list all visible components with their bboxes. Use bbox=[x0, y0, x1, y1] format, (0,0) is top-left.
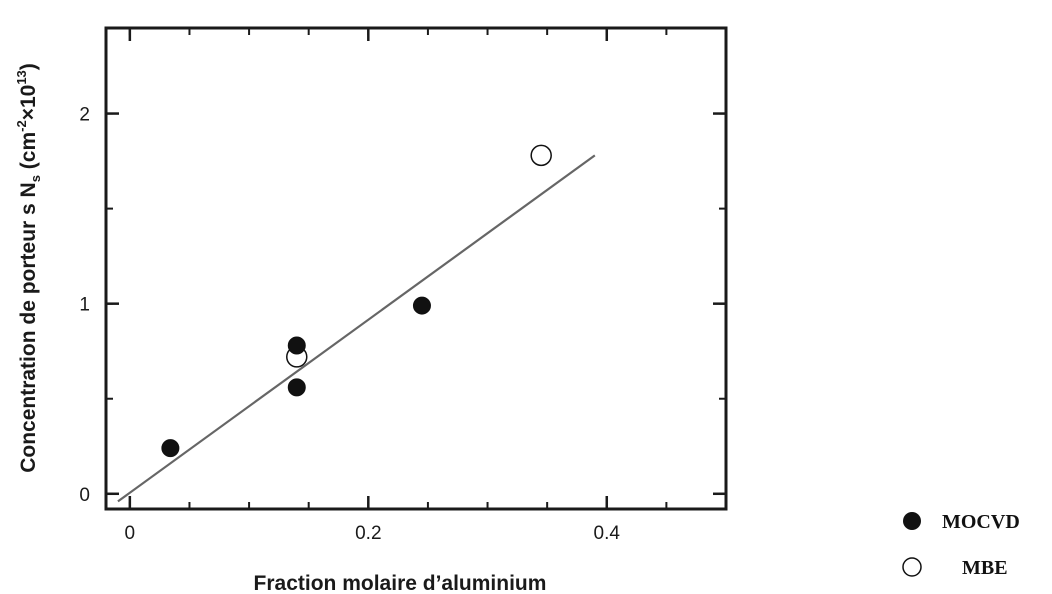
y-tick-label: 1 bbox=[79, 295, 90, 316]
y-axis-title: Concentration de porteur s Ns (cm-2×1013… bbox=[14, 63, 43, 473]
plot-frame bbox=[104, 26, 728, 511]
fit-line bbox=[117, 154, 596, 503]
data-point-mbe bbox=[530, 144, 552, 167]
data-point-mocvd bbox=[287, 378, 306, 397]
legend-marker-mocvd bbox=[903, 512, 921, 530]
legend-item-mocvd: MOCVD bbox=[903, 511, 1020, 533]
legend: MOCVD MBE bbox=[902, 511, 1020, 579]
y-tick-label: 2 bbox=[79, 105, 90, 126]
y-tick-label: 0 bbox=[79, 485, 90, 506]
legend-label-mbe: MBE bbox=[962, 557, 1008, 579]
data-point-mocvd bbox=[161, 439, 180, 458]
tick-labels: 0 0.2 0.4 0 1 2 bbox=[79, 105, 620, 544]
data-point-mocvd bbox=[287, 336, 306, 355]
x-tick-label: 0 bbox=[125, 523, 136, 544]
legend-label-mocvd: MOCVD bbox=[942, 511, 1020, 533]
legend-marker-mbe bbox=[902, 557, 922, 577]
legend-item-mbe: MBE bbox=[902, 557, 1008, 579]
axis-ticks bbox=[106, 28, 727, 509]
x-tick-label: 0.4 bbox=[594, 523, 621, 544]
data-point-mocvd bbox=[412, 296, 431, 315]
data-points bbox=[161, 144, 552, 458]
x-axis-title: Fraction molaire d’aluminium bbox=[254, 572, 547, 594]
x-tick-label: 0.2 bbox=[355, 523, 381, 544]
